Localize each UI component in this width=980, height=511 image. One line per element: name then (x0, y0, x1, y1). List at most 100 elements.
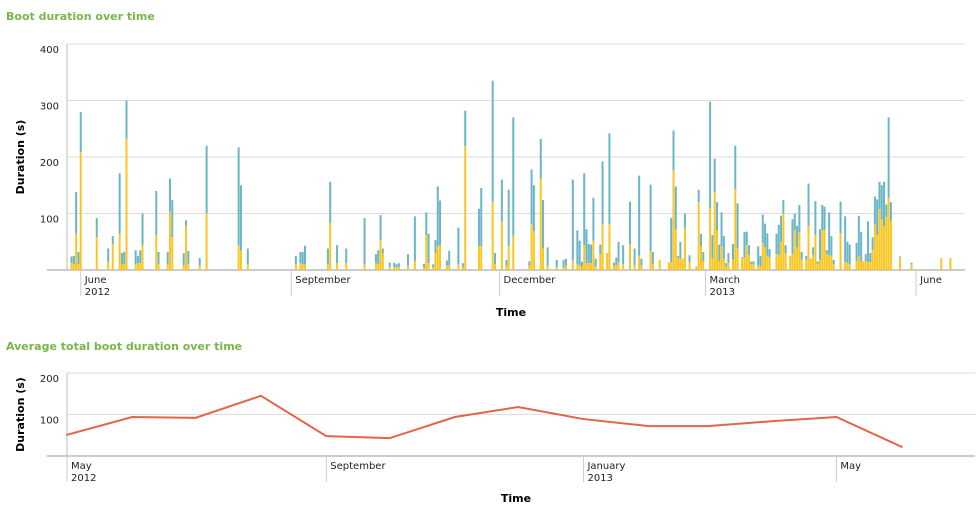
bar-lower-segment (123, 264, 126, 270)
bar-lower-segment (528, 265, 531, 270)
bar-lower-segment (615, 265, 618, 270)
bar-lower-segment (237, 245, 240, 270)
data-point (582, 418, 585, 421)
bar-upper-segment (809, 258, 812, 260)
x-tick-label: May (840, 461, 861, 472)
x-tick-label: January (586, 461, 625, 472)
bar-lower-segment (542, 248, 545, 270)
bar-lower-segment (764, 247, 767, 270)
bar-lower-segment (578, 265, 581, 270)
bar-upper-segment (677, 255, 680, 258)
bar-upper-segment (674, 186, 677, 230)
bar-lower-segment (111, 244, 114, 270)
bar-lower-segment (505, 265, 508, 270)
x-axis-title: Time (501, 492, 531, 505)
bar-lower-segment (864, 260, 867, 270)
data-point (772, 420, 775, 423)
bar-upper-segment (395, 264, 398, 268)
bar-upper-segment (136, 255, 139, 264)
bar-upper-segment (304, 245, 307, 265)
bar-upper-segment (491, 80, 494, 202)
bar-lower-segment (445, 265, 448, 270)
bar-upper-segment (237, 147, 240, 246)
bar-lower-segment (294, 264, 297, 270)
bar-upper-segment (139, 250, 142, 264)
boot-duration-chart-title: Boot duration over time (6, 10, 155, 23)
bar-lower-segment (612, 265, 615, 270)
bar-lower-segment (546, 265, 549, 270)
bar-upper-segment (578, 240, 581, 266)
bar-lower-segment (789, 255, 792, 270)
bar-lower-segment (629, 244, 632, 270)
bar-upper-segment (562, 259, 565, 268)
bar-lower-segment (876, 234, 879, 270)
bar-lower-segment (800, 259, 803, 270)
bar-lower-segment (507, 246, 510, 270)
bar-lower-segment (752, 264, 755, 270)
bar-lower-segment (732, 259, 734, 270)
bar-upper-segment (864, 254, 867, 261)
bar-lower-segment (910, 264, 913, 270)
bar-lower-segment (439, 245, 442, 270)
bar-upper-segment (246, 248, 249, 265)
bar-upper-segment (702, 251, 705, 261)
bar-upper-segment (800, 251, 803, 260)
x-axis-title: Time (496, 306, 526, 319)
bar-upper-segment (542, 199, 545, 249)
bar-lower-segment (699, 246, 702, 270)
bar-upper-segment (697, 189, 700, 203)
bar-upper-segment (141, 213, 144, 246)
bar-lower-segment (120, 264, 123, 270)
bar-lower-segment (887, 197, 890, 270)
bar-lower-segment (464, 146, 467, 270)
data-point (835, 415, 838, 418)
bar-upper-segment (768, 249, 771, 258)
bar-upper-segment (910, 262, 913, 265)
bar-lower-segment (713, 192, 716, 270)
bar-upper-segment (461, 263, 464, 268)
bar-lower-segment (725, 266, 728, 270)
bar-lower-segment (606, 253, 609, 270)
bar-lower-segment (846, 263, 849, 270)
bar-lower-segment (301, 264, 304, 270)
bar-upper-segment (166, 251, 169, 265)
bar-lower-segment (697, 202, 700, 270)
bar-lower-segment (821, 230, 824, 270)
bar-upper-segment (715, 202, 718, 231)
bar-lower-segment (709, 207, 712, 270)
x-tick-year-label: 2012 (71, 473, 96, 484)
bar-lower-segment (583, 245, 586, 270)
bar-lower-segment (880, 219, 883, 270)
bar-lower-segment (889, 220, 892, 270)
bar-upper-segment (612, 262, 615, 266)
bar-lower-segment (413, 260, 416, 270)
bar-upper-segment (299, 251, 302, 264)
bar-lower-segment (239, 250, 242, 270)
bar-lower-segment (329, 222, 332, 270)
bar-lower-segment (532, 231, 535, 270)
bar-upper-segment (848, 244, 851, 265)
bar-lower-segment (715, 230, 718, 270)
bar-lower-segment (299, 263, 302, 270)
bar-upper-segment (640, 258, 643, 266)
bar-lower-segment (388, 267, 391, 270)
y-tick-label: 200 (40, 374, 59, 385)
bar-lower-segment (867, 262, 870, 270)
bar-upper-segment (940, 258, 943, 259)
bar-upper-segment (699, 233, 702, 247)
bar-lower-segment (608, 224, 611, 270)
x-tick-label: June (919, 275, 942, 286)
bar-lower-segment (182, 265, 185, 270)
bar-upper-segment (622, 245, 625, 265)
bar-upper-segment (825, 250, 828, 255)
bar-lower-segment (580, 266, 583, 270)
bar-upper-segment (793, 213, 796, 231)
bar-lower-segment (651, 264, 654, 270)
bar-lower-segment (599, 254, 602, 270)
bar-upper-segment (571, 179, 574, 261)
bar-upper-segment (123, 251, 126, 265)
bar-upper-segment (182, 253, 185, 266)
bar-upper-segment (629, 201, 632, 245)
bar-upper-segment (423, 263, 426, 268)
bar-upper-segment (434, 240, 437, 254)
